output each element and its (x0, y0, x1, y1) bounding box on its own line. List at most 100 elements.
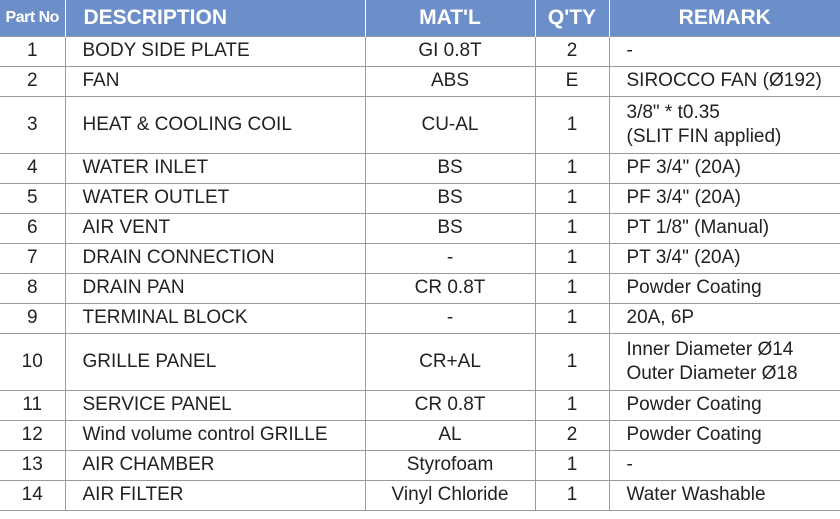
quantity-cell: 1 (535, 450, 610, 481)
table-row: 1 BODY SIDE PLATE GI 0.8T 2- (0, 35, 840, 67)
remark-cell: 20A, 6P (609, 303, 840, 334)
material-cell: CR 0.8T (365, 273, 536, 304)
header-description: DESCRIPTION (65, 0, 366, 36)
part-no-cell: 7 (0, 243, 66, 274)
table-row: 10 GRILLE PANEL CR+AL 1 Inner Diameter Ø14 Ou… (0, 333, 840, 391)
description-cell: BODY SIDE PLATE (65, 35, 366, 67)
description-cell: TERMINAL BLOCK (65, 303, 366, 334)
description-cell: HEAT & COOLING COIL (65, 96, 366, 154)
header-row: Part No DESCRIPTION MAT'L Q'TY REMARK (0, 0, 840, 36)
part-no-cell: 13 (0, 450, 66, 481)
remark-cell: PF 3/4" (20A) (609, 183, 840, 214)
table-body: 1 BODY SIDE PLATE GI 0.8T 2- 2 FAN ABS E SIROCCO… (0, 35, 840, 511)
remark-line: 20A, 6P (626, 307, 695, 328)
remark-cell: SIROCCO FAN (Ø192) (609, 66, 840, 97)
description-cell: DRAIN PAN (65, 273, 366, 304)
description-cell: WATER OUTLET (65, 183, 366, 214)
table-row: 9 TERMINAL BLOCK -1 20A, 6P (0, 303, 840, 334)
part-no-cell: 8 (0, 273, 66, 304)
material-cell: ABS (365, 66, 536, 97)
quantity-cell: 1 (535, 153, 610, 184)
material-cell: GI 0.8T (365, 35, 536, 67)
description-cell: GRILLE PANEL (65, 333, 366, 391)
table-row: 2 FAN ABS E SIROCCO FAN (Ø192) (0, 66, 840, 97)
quantity-cell: 1 (535, 480, 610, 511)
description-cell: DRAIN CONNECTION (65, 243, 366, 274)
table-row: 6 AIR VENT BS 1 PT 1/8" (Manual) (0, 213, 840, 244)
part-no-cell: 6 (0, 213, 66, 244)
table-row: 11 SERVICE PANEL CR 0.8T 1 Powder Coating (0, 390, 840, 421)
material-cell: CR 0.8T (365, 390, 536, 421)
remark-cell: Water Washable (609, 480, 840, 511)
remark-line: - (626, 40, 633, 61)
part-no-cell: 3 (0, 96, 66, 154)
part-no-cell: 1 (0, 35, 66, 67)
header-part-no: Part No (0, 0, 66, 36)
description-cell: FAN (65, 66, 366, 97)
material-cell: BS (365, 213, 536, 244)
quantity-cell: 2 (535, 420, 610, 451)
table-row: 5 WATER OUTLET BS 1 PF 3/4" (20A) (0, 183, 840, 214)
quantity-cell: 1 (535, 96, 610, 154)
remark-line: Water Washable (626, 484, 766, 505)
remark-line: PF 3/4" (20A) (626, 187, 741, 208)
part-no-cell: 4 (0, 153, 66, 184)
part-no-cell: 5 (0, 183, 66, 214)
table-row: 3 HEAT & COOLING COIL CU-AL 1 3/8" * t0.35 (S… (0, 96, 840, 154)
material-cell: Styrofoam (365, 450, 536, 481)
header-quantity: Q'TY (535, 0, 610, 36)
remark-line: Powder Coating (626, 277, 762, 298)
remark-cell: Powder Coating (609, 273, 840, 304)
remark-cell: PT 1/8" (Manual) (609, 213, 840, 244)
table-row: 14 AIR FILTER Vinyl Chloride 1 Water Washabl… (0, 480, 840, 511)
remark-line: Powder Coating (626, 424, 762, 445)
table-row: 4 WATER INLET BS 1 PF 3/4" (20A) (0, 153, 840, 184)
remark-line: (SLIT FIN applied) (626, 125, 782, 147)
remark-cell: Inner Diameter Ø14 Outer Diameter Ø18 (609, 333, 840, 391)
description-cell: AIR CHAMBER (65, 450, 366, 481)
remark-line: PT 3/4" (20A) (626, 247, 741, 268)
material-cell: - (365, 303, 536, 334)
part-no-cell: 9 (0, 303, 66, 334)
remark-cell: Powder Coating (609, 390, 840, 421)
description-cell: WATER INLET (65, 153, 366, 184)
remark-line: - (626, 454, 633, 475)
remark-line: PF 3/4" (20A) (626, 157, 741, 178)
part-no-cell: 14 (0, 480, 66, 511)
quantity-cell: 1 (535, 390, 610, 421)
remark-line: Inner Diameter Ø14 (626, 338, 794, 360)
header-material: MAT'L (365, 0, 536, 36)
remark-line: Powder Coating (626, 394, 762, 415)
remark-cell: 3/8" * t0.35 (SLIT FIN applied) (609, 96, 840, 154)
quantity-cell: 1 (535, 273, 610, 304)
remark-cell: PT 3/4" (20A) (609, 243, 840, 274)
description-cell: AIR VENT (65, 213, 366, 244)
material-cell: BS (365, 153, 536, 184)
quantity-cell: E (535, 66, 610, 97)
remark-line: SIROCCO FAN (Ø192) (626, 70, 822, 91)
remark-cell: - (609, 35, 840, 67)
material-cell: AL (365, 420, 536, 451)
quantity-cell: 1 (535, 303, 610, 334)
description-cell: AIR FILTER (65, 480, 366, 511)
quantity-cell: 1 (535, 213, 610, 244)
header-remark: REMARK (678, 5, 771, 29)
table-header: Part No DESCRIPTION MAT'L Q'TY REMARK (0, 0, 840, 36)
material-cell: BS (365, 183, 536, 214)
part-no-cell: 12 (0, 420, 66, 451)
material-cell: CU-AL (365, 96, 536, 154)
remark-cell: PF 3/4" (20A) (609, 153, 840, 184)
remark-cell: Powder Coating (609, 420, 840, 451)
material-cell: - (365, 243, 536, 274)
table-row: 13 AIR CHAMBER Styrofoam 1- (0, 450, 840, 481)
quantity-cell: 1 (535, 333, 610, 391)
remark-cell: - (609, 450, 840, 481)
part-no-cell: 11 (0, 390, 66, 421)
table-row: 8 DRAIN PAN CR 0.8T 1 Powder Coating (0, 273, 840, 304)
remark-line: 3/8" * t0.35 (626, 101, 720, 123)
remark-line: Outer Diameter Ø18 (626, 362, 798, 384)
table-row: 7 DRAIN CONNECTION -1 PT 3/4" (20A) (0, 243, 840, 274)
material-cell: CR+AL (365, 333, 536, 391)
material-cell: Vinyl Chloride (365, 480, 536, 511)
